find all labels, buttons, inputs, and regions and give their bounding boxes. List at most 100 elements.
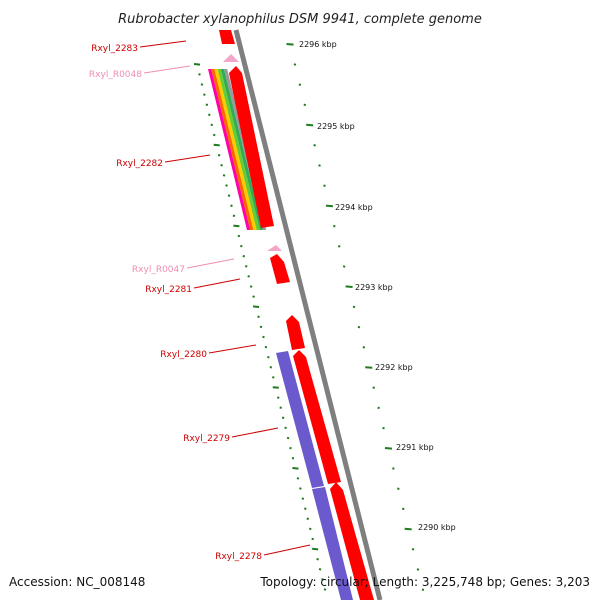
minor-tick xyxy=(397,487,400,490)
inner-major-tick xyxy=(252,305,260,308)
gene-labels: Rxyl_2283 Rxyl_R0048 Rxyl_2282 Rxyl_R0047 Rx… xyxy=(89,40,311,562)
inner-minor-tick xyxy=(323,588,327,591)
gene-rxyl-r0047[interactable] xyxy=(267,245,282,251)
gene-label[interactable]: Rxyl_2281 xyxy=(145,285,192,295)
inner-minor-tick xyxy=(203,93,206,96)
minor-tick xyxy=(401,507,405,511)
label-leader-line xyxy=(208,344,257,354)
inner-minor-tick xyxy=(269,366,273,369)
inner-minor-tick xyxy=(296,477,300,480)
inner-minor-tick xyxy=(200,83,204,86)
inner-minor-tick xyxy=(279,406,282,409)
label-leader-line xyxy=(186,258,235,269)
tick-label: 2290 kbp xyxy=(418,523,456,532)
inner-minor-tick xyxy=(286,436,290,440)
genome-backbone xyxy=(233,29,383,600)
inner-minor-tick xyxy=(227,194,231,197)
summary-text: Topology: circular; Length: 3,225,748 bp… xyxy=(259,575,590,589)
inner-major-tick xyxy=(193,63,201,66)
inner-minor-tick xyxy=(308,527,312,531)
inner-minor-tick xyxy=(316,557,319,561)
inner-minor-tick xyxy=(222,174,226,177)
gene-rxyl-2278[interactable] xyxy=(330,482,374,600)
label-leader-line xyxy=(263,544,311,556)
inner-minor-tick xyxy=(259,325,263,329)
inner-major-tick xyxy=(233,224,240,228)
tick-label: 2295 kbp xyxy=(317,122,355,131)
gene-rxyl-2280[interactable] xyxy=(286,315,305,350)
tick-label: 2293 kbp xyxy=(355,283,393,292)
tick-label: 2296 kbp xyxy=(299,40,337,49)
inner-minor-tick xyxy=(244,265,248,268)
minor-tick xyxy=(337,245,341,248)
gene-label[interactable]: Rxyl_R0048 xyxy=(89,70,142,80)
inner-major-tick xyxy=(272,386,279,389)
gene-label[interactable]: Rxyl_2280 xyxy=(160,350,207,360)
gene-rxyl-2283[interactable] xyxy=(219,30,235,44)
inner-minor-tick xyxy=(249,285,253,288)
minor-tick xyxy=(377,406,380,410)
minor-tick xyxy=(313,144,316,147)
gene-label[interactable]: Rxyl_R0047 xyxy=(132,265,185,275)
inner-tick-track xyxy=(193,63,327,591)
gene-rxyl-r0048[interactable] xyxy=(223,54,239,62)
gene-label[interactable]: Rxyl_2283 xyxy=(91,44,138,54)
inner-minor-tick xyxy=(240,244,243,248)
major-tick xyxy=(325,204,333,208)
minor-tick xyxy=(352,305,356,309)
inner-minor-tick xyxy=(237,234,241,238)
inner-minor-tick xyxy=(257,315,260,319)
label-leader-line xyxy=(143,65,191,74)
minor-tick xyxy=(411,548,415,551)
inner-minor-tick xyxy=(212,133,216,137)
inner-minor-tick xyxy=(252,295,255,298)
inner-minor-tick xyxy=(267,355,270,359)
gene-label[interactable]: Rxyl_2282 xyxy=(116,159,163,169)
gene-rxyl-2282[interactable] xyxy=(229,66,274,228)
rxyl-2282-stripe xyxy=(214,69,257,230)
inner-minor-tick xyxy=(299,487,302,490)
inner-minor-tick xyxy=(217,153,221,157)
inner-minor-tick xyxy=(230,204,233,207)
label-leader-line xyxy=(139,40,187,48)
major-tick xyxy=(365,366,373,369)
map-title: Rubrobacter xylanophilus DSM 9941, compl… xyxy=(118,12,482,27)
inner-minor-tick xyxy=(311,537,314,541)
feature-track xyxy=(208,30,374,600)
outer-tick-track: 2296 kbp 2295 kbp 2294 kbp 2293 kbp 2292 kbp… xyxy=(286,40,456,591)
inner-minor-tick xyxy=(291,456,295,460)
inner-minor-tick xyxy=(220,164,223,167)
inner-major-tick xyxy=(213,143,220,147)
inner-minor-tick xyxy=(276,396,280,399)
inner-minor-tick xyxy=(301,497,305,500)
minor-tick xyxy=(392,467,395,470)
major-tick xyxy=(345,285,353,288)
feature-rxyl-2279-blue[interactable] xyxy=(276,351,324,488)
minor-tick xyxy=(382,426,385,430)
gene-label[interactable]: Rxyl_2278 xyxy=(215,552,262,562)
inner-minor-tick xyxy=(232,214,236,218)
tick-label: 2291 kbp xyxy=(396,443,434,452)
minor-tick xyxy=(318,164,321,167)
inner-minor-tick xyxy=(242,254,246,258)
gene-label[interactable]: Rxyl_2279 xyxy=(183,434,230,444)
inner-minor-tick xyxy=(281,416,285,420)
minor-tick xyxy=(362,346,366,349)
inner-minor-tick xyxy=(321,578,324,581)
tick-label: 2292 kbp xyxy=(375,363,413,372)
feature-rxyl-2278-blue[interactable] xyxy=(312,487,353,600)
rxyl-2282-stripe xyxy=(220,69,263,230)
minor-tick xyxy=(372,386,375,389)
gene-rxyl-2279[interactable] xyxy=(293,350,341,484)
gene-rxyl-2281[interactable] xyxy=(270,254,290,284)
accession-text: Accession: NC_008148 xyxy=(9,575,145,589)
inner-minor-tick xyxy=(210,123,214,127)
inner-major-tick xyxy=(292,467,299,470)
minor-tick xyxy=(421,588,425,591)
rxyl-2282-stripe xyxy=(208,69,251,230)
inner-minor-tick xyxy=(306,517,310,521)
minor-tick xyxy=(323,184,326,187)
inner-minor-tick xyxy=(198,73,201,76)
inner-major-tick xyxy=(312,547,319,551)
inner-minor-tick xyxy=(247,275,250,278)
